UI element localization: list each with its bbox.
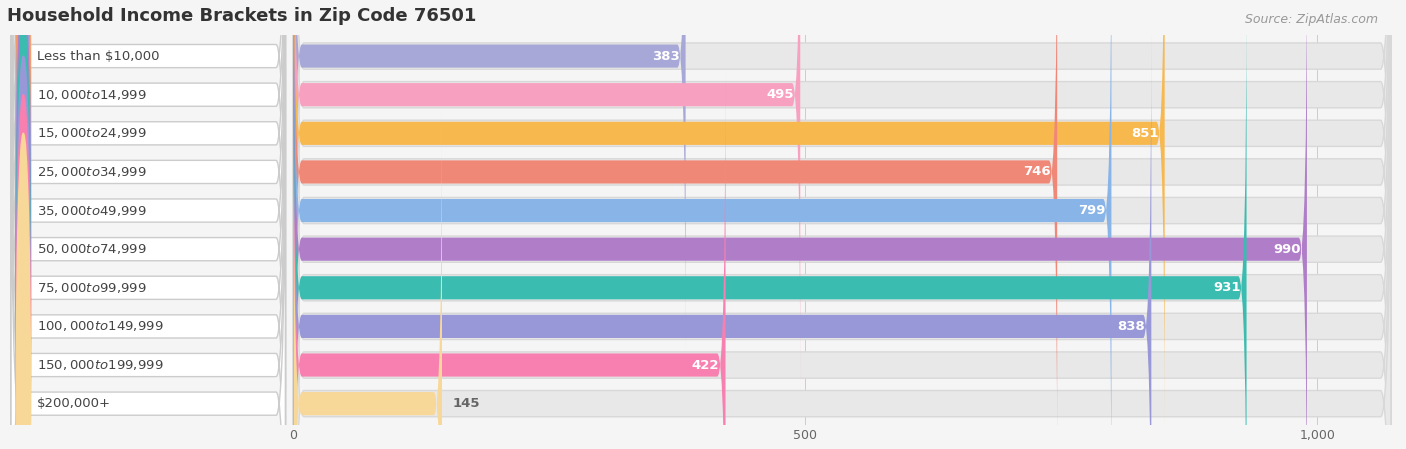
Text: $75,000 to $99,999: $75,000 to $99,999 <box>37 281 146 295</box>
Text: 931: 931 <box>1213 281 1240 294</box>
Circle shape <box>15 95 31 449</box>
FancyBboxPatch shape <box>294 0 1391 429</box>
FancyBboxPatch shape <box>11 0 285 449</box>
FancyBboxPatch shape <box>11 29 285 449</box>
Text: 851: 851 <box>1130 127 1159 140</box>
Text: $15,000 to $24,999: $15,000 to $24,999 <box>37 126 146 141</box>
FancyBboxPatch shape <box>294 0 1164 431</box>
FancyBboxPatch shape <box>294 0 1111 449</box>
Text: Household Income Brackets in Zip Code 76501: Household Income Brackets in Zip Code 76… <box>7 7 477 25</box>
FancyBboxPatch shape <box>11 0 285 449</box>
Circle shape <box>15 0 31 442</box>
Circle shape <box>15 0 31 449</box>
Text: 383: 383 <box>652 49 679 62</box>
Text: $10,000 to $14,999: $10,000 to $14,999 <box>37 88 146 101</box>
FancyBboxPatch shape <box>11 0 285 392</box>
Text: 422: 422 <box>692 359 720 371</box>
FancyBboxPatch shape <box>294 31 1391 449</box>
FancyBboxPatch shape <box>294 0 1391 449</box>
Text: Source: ZipAtlas.com: Source: ZipAtlas.com <box>1244 13 1378 26</box>
Text: 145: 145 <box>453 397 479 410</box>
Circle shape <box>15 0 31 449</box>
FancyBboxPatch shape <box>11 68 285 449</box>
FancyBboxPatch shape <box>11 0 285 449</box>
Circle shape <box>15 0 31 365</box>
Text: 838: 838 <box>1118 320 1146 333</box>
FancyBboxPatch shape <box>294 68 725 449</box>
Text: $150,000 to $199,999: $150,000 to $199,999 <box>37 358 163 372</box>
FancyBboxPatch shape <box>11 0 285 449</box>
Text: 990: 990 <box>1274 242 1301 255</box>
Text: 746: 746 <box>1024 165 1052 178</box>
Circle shape <box>15 56 31 449</box>
FancyBboxPatch shape <box>294 0 1391 449</box>
FancyBboxPatch shape <box>294 0 1247 449</box>
FancyBboxPatch shape <box>11 0 285 431</box>
FancyBboxPatch shape <box>11 0 285 449</box>
Text: $200,000+: $200,000+ <box>37 397 111 410</box>
Circle shape <box>15 0 31 404</box>
Text: $35,000 to $49,999: $35,000 to $49,999 <box>37 203 146 218</box>
FancyBboxPatch shape <box>11 0 285 449</box>
FancyBboxPatch shape <box>294 0 1308 449</box>
Text: 799: 799 <box>1078 204 1105 217</box>
Text: $100,000 to $149,999: $100,000 to $149,999 <box>37 319 163 334</box>
Circle shape <box>15 0 31 326</box>
FancyBboxPatch shape <box>294 106 441 449</box>
Text: Less than $10,000: Less than $10,000 <box>37 49 159 62</box>
FancyBboxPatch shape <box>294 0 686 353</box>
Text: 495: 495 <box>766 88 794 101</box>
FancyBboxPatch shape <box>294 0 1391 449</box>
FancyBboxPatch shape <box>294 0 1057 449</box>
Text: $50,000 to $74,999: $50,000 to $74,999 <box>37 242 146 256</box>
Circle shape <box>15 133 31 449</box>
FancyBboxPatch shape <box>294 0 1391 449</box>
FancyBboxPatch shape <box>294 0 800 392</box>
FancyBboxPatch shape <box>294 0 1391 449</box>
FancyBboxPatch shape <box>294 29 1152 449</box>
FancyBboxPatch shape <box>294 0 1391 449</box>
FancyBboxPatch shape <box>294 0 1391 449</box>
Text: $25,000 to $34,999: $25,000 to $34,999 <box>37 165 146 179</box>
FancyBboxPatch shape <box>294 0 1391 449</box>
Circle shape <box>15 18 31 449</box>
